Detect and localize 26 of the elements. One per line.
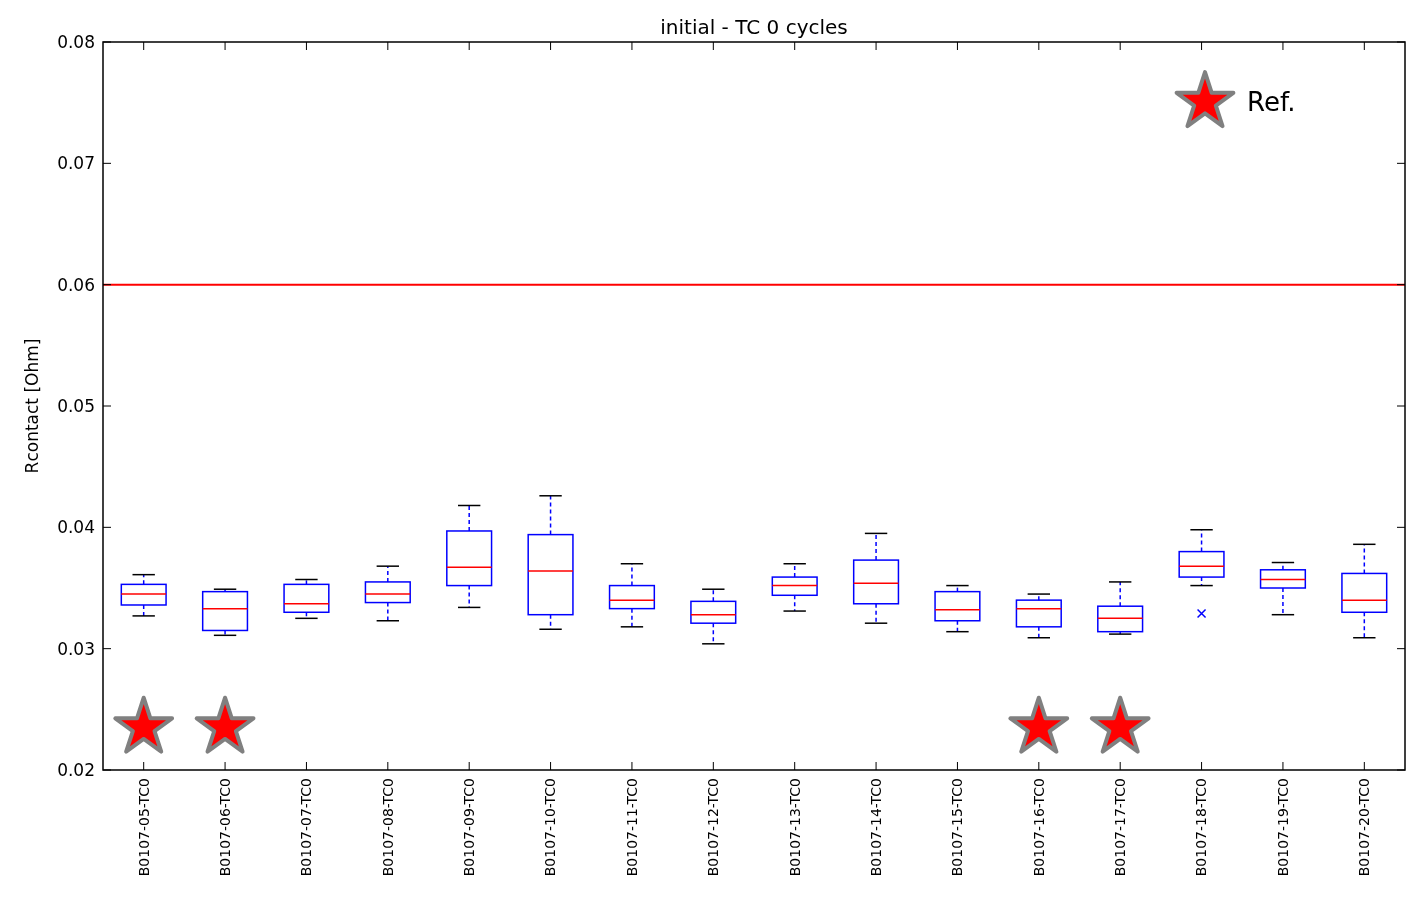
- x-tick-label: B0107-08-TC0: [379, 778, 396, 877]
- x-tick-label: B0107-14-TC0: [867, 778, 884, 877]
- x-tick-label: B0107-13-TC0: [786, 778, 803, 877]
- y-tick-label: 0.06: [57, 274, 95, 295]
- x-tick-label: B0107-11-TC0: [623, 778, 640, 877]
- x-tick-label: B0107-12-TC0: [705, 778, 722, 877]
- x-tick-label: B0107-19-TC0: [1274, 778, 1291, 877]
- chart-title: initial - TC 0 cycles: [660, 15, 848, 39]
- x-tick-label: B0107-17-TC0: [1112, 778, 1129, 877]
- x-tick-label: B0107-05-TC0: [135, 778, 152, 877]
- x-tick-label: B0107-20-TC0: [1356, 778, 1373, 877]
- y-axis-title: Rcontact [Ohm]: [22, 338, 42, 474]
- y-tick-label: 0.07: [57, 153, 95, 174]
- x-tick-label: B0107-07-TC0: [298, 778, 315, 877]
- y-tick-label: 0.04: [57, 517, 95, 538]
- y-tick-label: 0.05: [57, 395, 95, 416]
- x-tick-label: B0107-16-TC0: [1030, 778, 1047, 877]
- x-tick-label: B0107-09-TC0: [461, 778, 478, 877]
- legend-label: Ref.: [1247, 87, 1296, 118]
- y-tick-label: 0.03: [57, 638, 95, 659]
- y-tick-label: 0.02: [57, 759, 95, 780]
- x-tick-label: B0107-10-TC0: [542, 778, 559, 877]
- x-tick-label: B0107-15-TC0: [949, 778, 966, 877]
- x-tick-label: B0107-18-TC0: [1193, 778, 1210, 877]
- y-tick-label: 0.08: [57, 31, 95, 52]
- x-tick-label: B0107-06-TC0: [216, 778, 233, 877]
